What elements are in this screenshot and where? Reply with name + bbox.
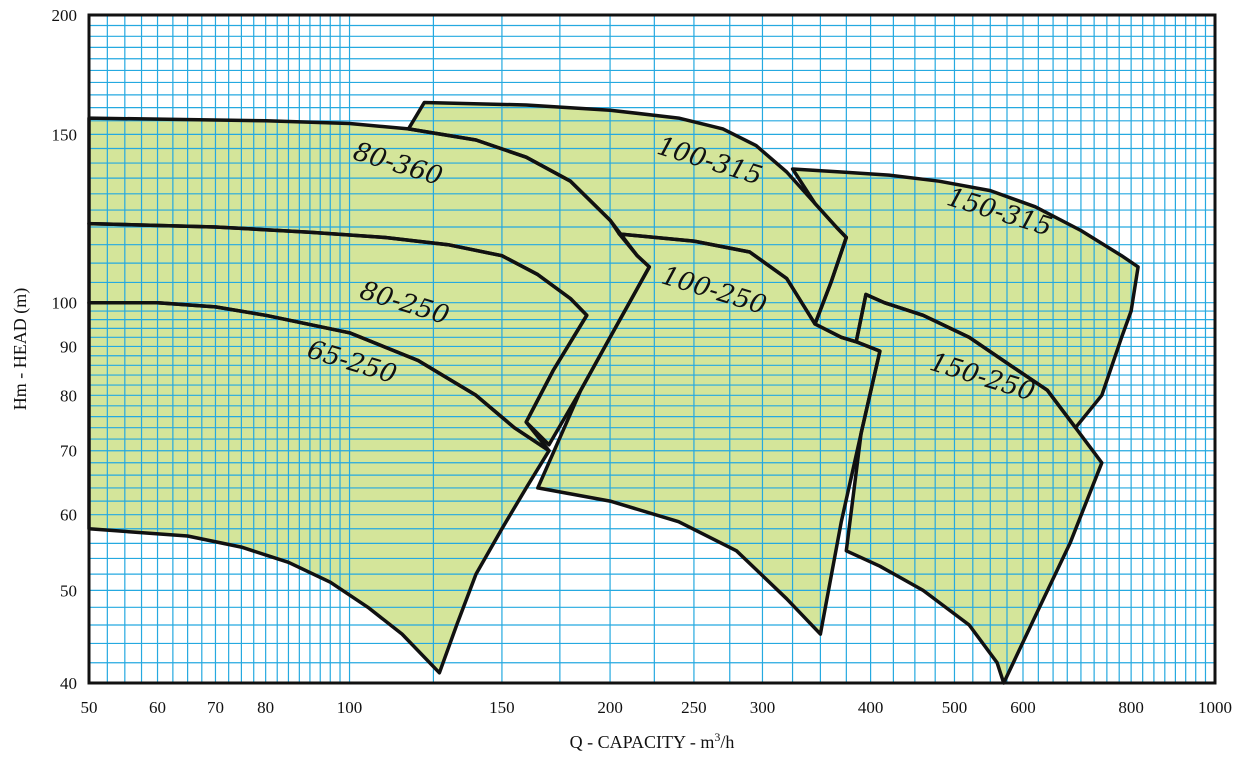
- region-fill-80-250: [89, 223, 587, 451]
- x-tick-label: 600: [1010, 698, 1036, 717]
- x-tick-label: 60: [149, 698, 166, 717]
- x-tick-label: 200: [597, 698, 623, 717]
- region-fill-150-315: [792, 169, 1139, 428]
- x-tick-label: 80: [257, 698, 274, 717]
- y-tick-labels: 40 50 60 70 80 90 100 150 200: [52, 6, 78, 693]
- region-fill-100-250: [537, 234, 880, 635]
- region-outline-150-250: [844, 292, 1104, 685]
- x-tick-label: 800: [1118, 698, 1144, 717]
- x-tick-label: 100: [337, 698, 363, 717]
- y-tick-label: 60: [60, 506, 77, 525]
- x-tick-label: 70: [207, 698, 224, 717]
- y-tick-label: 100: [52, 294, 78, 313]
- x-tick-labels: 50 60 70 80 100 150 200 250 300 400 500 600 800 1000: [81, 698, 1233, 717]
- y-tick-label: 70: [60, 442, 77, 461]
- x-tick-label: 400: [858, 698, 884, 717]
- y-tick-label: 40: [60, 674, 77, 693]
- y-tick-label: 50: [60, 581, 77, 600]
- region-fill-100-315: [408, 102, 847, 324]
- x-tick-label: 1000: [1198, 698, 1232, 717]
- x-tick-label: 300: [750, 698, 776, 717]
- x-tick-label: 250: [681, 698, 707, 717]
- region-outlines: [87, 100, 1140, 685]
- x-axis-title: Q - CAPACITY - m3/h: [570, 730, 735, 752]
- y-tick-label: 90: [60, 337, 77, 356]
- region-outline-100-250: [536, 232, 882, 636]
- y-tick-label: 150: [52, 125, 78, 144]
- y-tick-label: 80: [60, 386, 77, 405]
- x-tick-label: 500: [942, 698, 968, 717]
- x-tick-label: 150: [489, 698, 515, 717]
- y-axis-title: Hm - HEAD (m): [10, 288, 31, 410]
- y-tick-label: 200: [52, 6, 78, 25]
- plot-frame: [87, 13, 1217, 685]
- x-tick-label: 50: [81, 698, 98, 717]
